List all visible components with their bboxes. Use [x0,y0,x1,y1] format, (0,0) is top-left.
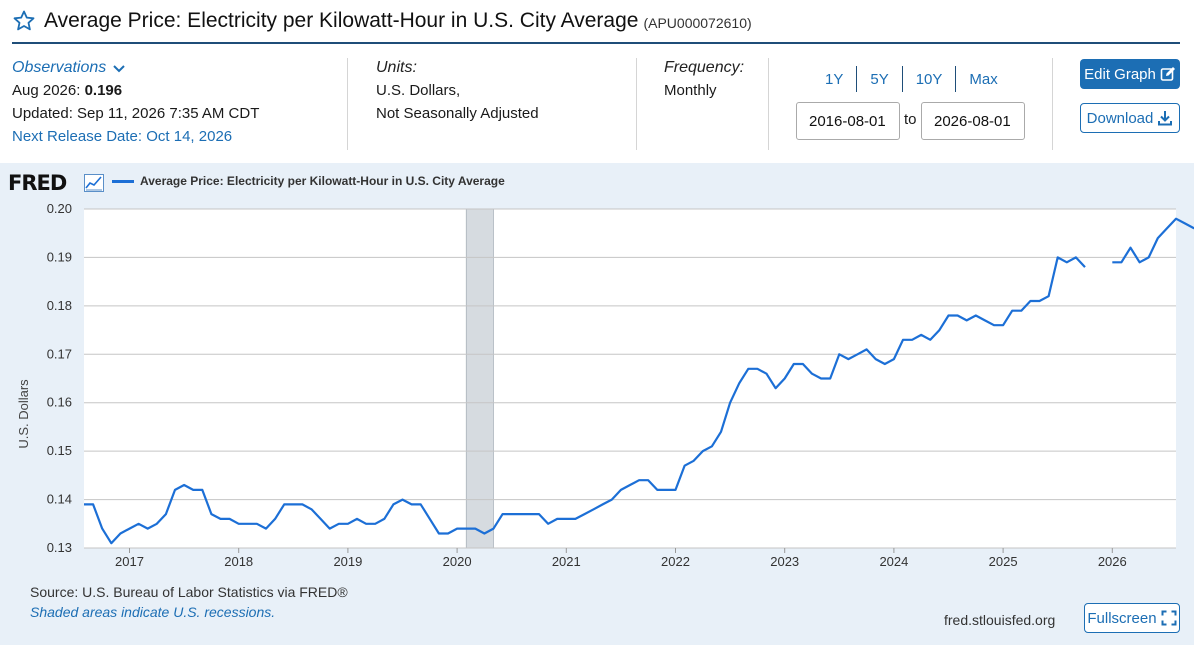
legend-label: Average Price: Electricity per Kilowatt-… [140,174,505,188]
download-button[interactable]: Download [1080,103,1180,133]
to-label: to [904,111,917,128]
range-max-link[interactable]: Max [969,70,998,88]
recession-band [465,208,494,549]
x-tick-label: 2021 [552,554,581,569]
series-line [84,256,1086,545]
title-bar: Average Price: Electricity per Kilowatt-… [12,6,752,36]
units-line1: U.S. Dollars, [376,82,461,99]
x-tick-label: 2026 [1098,554,1127,569]
range-separator [955,66,957,92]
range-separator [856,66,858,92]
y-tick-label: 0.14 [47,492,72,507]
x-tick-label: 2020 [443,554,472,569]
chart: 0.130.140.150.160.170.180.190.20 2017 201… [16,201,1194,569]
edit-icon [1160,67,1175,81]
page-title: Average Price: Electricity per Kilowatt-… [44,9,639,32]
divider [347,58,348,150]
x-tick-label: 2024 [879,554,908,569]
fred-url[interactable]: fred.stlouisfed.org [944,612,1056,628]
y-tick-label: 0.17 [47,346,72,361]
end-date-input[interactable] [921,102,1025,140]
fullscreen-icon [1161,610,1177,626]
grid-layer [84,208,1176,549]
units-line2: Not Seasonally Adjusted [376,105,539,122]
y-axis-label: U.S. Dollars [16,379,31,449]
observations-dropdown[interactable]: Observations [12,56,259,79]
x-tick-label: 2022 [661,554,690,569]
fred-graph-icon [84,174,104,192]
series-line-layer [84,217,1194,545]
latest-period: Aug 2026: [12,82,81,99]
recession-layer [465,208,494,549]
divider [636,58,637,150]
series-line [1112,217,1194,264]
latest-observation: Aug 2026: 0.196 [12,79,259,102]
range-separator [901,66,903,92]
next-release-link[interactable]: Next Release Date: Oct 14, 2026 [12,128,233,145]
y-tick-label: 0.19 [47,249,72,264]
x-tick-label: 2019 [333,554,362,569]
range-5y-link[interactable]: 5Y [870,70,889,88]
series-id: (APU000072610) [643,15,752,31]
edit-graph-button[interactable]: Edit Graph [1080,59,1180,89]
latest-value: 0.196 [84,82,123,99]
legend-swatch [112,179,134,183]
x-tick-label: 2017 [115,554,144,569]
divider [768,58,769,150]
y-tick-label: 0.15 [47,443,72,458]
range-10y-link[interactable]: 10Y [915,70,943,88]
x-tick-labels: 2017 2018 2019 2020 2021 2022 2023 2024 2025 2026 [115,548,1127,569]
observations-label: Observations [12,59,107,76]
x-tick-label: 2023 [770,554,799,569]
download-label: Download [1086,109,1154,127]
y-tick-label: 0.13 [47,540,72,555]
updated-text: Updated: Sep 11, 2026 7:35 AM CDT [12,105,260,122]
y-tick-labels: 0.13 0.14 0.15 0.16 0.17 0.18 0.19 0.20 [47,201,72,555]
divider [1052,58,1053,150]
frequency-block: Frequency: Monthly [664,56,744,102]
chevron-down-icon [113,64,125,72]
frequency-label: Frequency: [664,59,745,76]
observations-block: Observations Aug 2026: 0.196 Updated: Se… [12,56,259,148]
y-tick-label: 0.20 [47,201,72,216]
fred-logo[interactable]: FRED [8,171,67,195]
x-tick-label: 2025 [989,554,1018,569]
range-1y-link[interactable]: 1Y [825,70,844,88]
y-tick-label: 0.16 [47,395,72,410]
units-label: Units: [376,59,417,76]
chart-legend: Average Price: Electricity per Kilowatt-… [112,174,505,188]
plot-area [84,209,1176,548]
y-tick-label: 0.18 [47,298,72,313]
fullscreen-label: Fullscreen [1087,609,1157,627]
frequency-value: Monthly [664,82,717,99]
star-icon[interactable] [12,9,36,33]
units-block: Units: U.S. Dollars, Not Seasonally Adju… [376,56,539,125]
chart-panel: 0.13 0.14 0.15 0.16 0.17 0.18 0.19 0.20 2017 201… [0,163,1194,645]
recession-note: Shaded areas indicate U.S. recessions. [30,604,276,620]
x-tick-label: 2018 [224,554,253,569]
range-links: 1Y 5Y 10Y Max [812,66,1011,92]
edit-graph-label: Edit Graph [1084,65,1156,83]
title-divider [12,42,1180,44]
fullscreen-button[interactable]: Fullscreen [1084,603,1180,633]
download-icon [1158,111,1173,126]
source-text: Source: U.S. Bureau of Labor Statistics … [30,584,348,600]
start-date-input[interactable] [796,102,900,140]
